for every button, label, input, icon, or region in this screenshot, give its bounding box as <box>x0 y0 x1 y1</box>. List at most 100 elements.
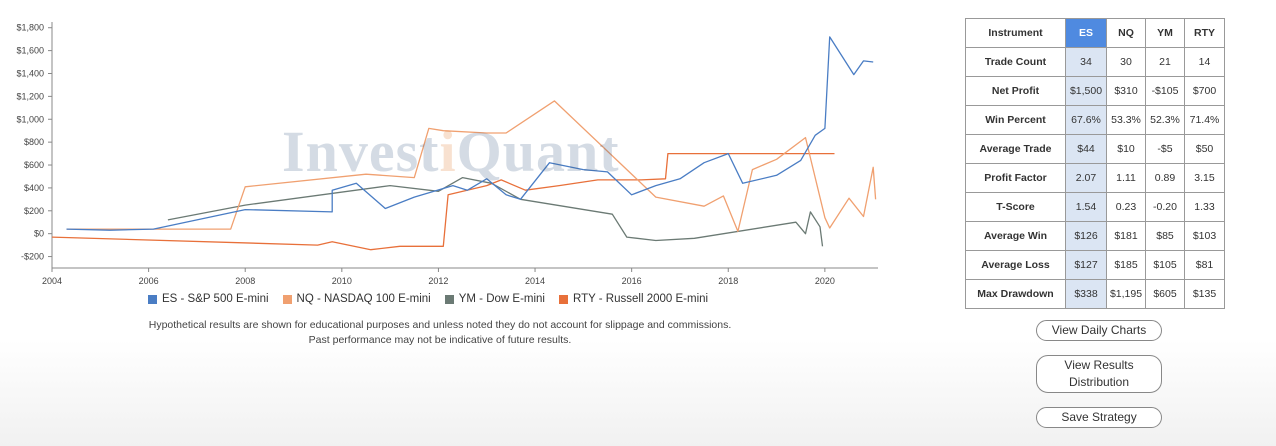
y-tick-label: $400 <box>24 183 44 193</box>
x-tick-label: 2010 <box>332 276 352 286</box>
cell-es: $127 <box>1065 250 1107 280</box>
x-tick-label: 2020 <box>815 276 835 286</box>
legend-label-nq: NQ - NASDAQ 100 E-mini <box>296 293 431 305</box>
cell-ym: -$105 <box>1145 76 1185 106</box>
cell-ym: 0.89 <box>1145 163 1185 193</box>
row-label: Average Win <box>965 221 1066 251</box>
cell-ym: $85 <box>1145 221 1185 251</box>
y-tick-label: $1,000 <box>16 114 44 124</box>
table-row: Win Percent 67.6% 53.3% 52.3% 71.4% <box>965 105 1225 135</box>
cell-rty: $135 <box>1184 279 1225 309</box>
cell-ym: -0.20 <box>1145 192 1185 222</box>
chart-svg: -$200 $0 $200 $400 $600 $800 $1,000 $1,200 $1,40… <box>16 22 878 286</box>
chart-legend: ES - S&P 500 E-mini NQ - NASDAQ 100 E-mi… <box>148 293 708 305</box>
cell-es: $1,500 <box>1065 76 1107 106</box>
row-label: Trade Count <box>965 47 1066 77</box>
legend-swatch-nq <box>282 294 292 304</box>
legend-item-nq[interactable]: NQ - NASDAQ 100 E-mini <box>282 293 431 305</box>
cell-es: $126 <box>1065 221 1107 251</box>
cell-rty: 1.33 <box>1184 192 1225 222</box>
cell-nq: 0.23 <box>1106 192 1146 222</box>
x-tick-label: 2014 <box>525 276 545 286</box>
cell-rty: $81 <box>1184 250 1225 280</box>
table-row: T-Score 1.54 0.23 -0.20 1.33 <box>965 192 1225 222</box>
series-line-rty <box>51 152 835 251</box>
series-line-ym <box>167 176 824 247</box>
save-strategy-button[interactable]: Save Strategy <box>1036 407 1162 428</box>
table-row: Profit Factor 2.07 1.11 0.89 3.15 <box>965 163 1225 193</box>
legend-item-es[interactable]: ES - S&P 500 E-mini <box>148 293 269 305</box>
cell-nq: 53.3% <box>1106 105 1146 135</box>
cell-ym: 21 <box>1145 47 1185 77</box>
dist-button-line-2: Distribution <box>1068 375 1130 389</box>
y-tick-label: $1,600 <box>16 46 44 56</box>
row-label: Win Percent <box>965 105 1066 135</box>
disclaimer-line-2: Past performance may not be indicative o… <box>308 334 572 346</box>
table-row: Average Loss $127 $185 $105 $81 <box>965 250 1225 280</box>
row-label: Profit Factor <box>965 163 1066 193</box>
y-tick-label: $0 <box>34 229 44 239</box>
row-label: Max Drawdown <box>965 279 1066 309</box>
x-tick-label: 2006 <box>139 276 159 286</box>
row-label: Net Profit <box>965 76 1066 106</box>
cell-nq: $1,195 <box>1106 279 1146 309</box>
table-row: Net Profit $1,500 $310 -$105 $700 <box>965 76 1225 106</box>
view-results-distribution-button[interactable]: View Results Distribution <box>1036 355 1162 393</box>
y-tick-label: $1,400 <box>16 68 44 78</box>
table-row: Average Win $126 $181 $85 $103 <box>965 221 1225 251</box>
cell-nq: $181 <box>1106 221 1146 251</box>
table-row: Average Trade $44 $10 -$5 $50 <box>965 134 1225 164</box>
cell-rty: 71.4% <box>1184 105 1225 135</box>
cell-nq: $310 <box>1106 76 1146 106</box>
header-ym[interactable]: YM <box>1145 18 1185 48</box>
stats-header-row: Instrument ES NQ YM RTY <box>965 18 1225 48</box>
cell-es: 67.6% <box>1065 105 1107 135</box>
cell-nq: 30 <box>1106 47 1146 77</box>
x-tick-label: 2016 <box>622 276 642 286</box>
cell-es: 2.07 <box>1065 163 1107 193</box>
cell-nq: 1.11 <box>1106 163 1146 193</box>
investiquant-watermark: InvestiQuant <box>282 119 620 184</box>
legend-swatch-es <box>148 294 157 304</box>
view-daily-charts-button[interactable]: View Daily Charts <box>1036 320 1162 341</box>
x-tick-label: 2018 <box>718 276 738 286</box>
legend-label-rty: RTY - Russell 2000 E-mini <box>573 293 709 305</box>
cell-es: $338 <box>1065 279 1107 309</box>
y-tick-label: -$200 <box>21 252 44 262</box>
header-es[interactable]: ES <box>1065 18 1107 48</box>
x-tick-label: 2004 <box>42 276 62 286</box>
header-nq[interactable]: NQ <box>1106 18 1146 48</box>
legend-label-es: ES - S&P 500 E-mini <box>162 293 269 305</box>
cell-rty: $50 <box>1184 134 1225 164</box>
table-row: Max Drawdown $338 $1,195 $605 $135 <box>965 279 1225 309</box>
series-line-nq <box>66 100 877 233</box>
x-tick-label: 2008 <box>235 276 255 286</box>
row-label: Average Trade <box>965 134 1066 164</box>
disclaimer-line-1: Hypothetical results are shown for educa… <box>148 319 732 331</box>
cell-es: $44 <box>1065 134 1107 164</box>
header-rty[interactable]: RTY <box>1184 18 1225 48</box>
legend-label-ym: YM - Dow E-mini <box>458 293 545 305</box>
x-tick-label: 2012 <box>428 276 448 286</box>
row-label: Average Loss <box>965 250 1066 280</box>
y-tick-label: $600 <box>24 160 44 170</box>
header-instrument: Instrument <box>965 18 1066 48</box>
cell-ym: $105 <box>1145 250 1185 280</box>
dist-button-line-1: View Results <box>1064 358 1134 372</box>
y-tick-label: $1,200 <box>16 91 44 101</box>
cell-ym: $605 <box>1145 279 1185 309</box>
series-line-es <box>66 36 874 231</box>
legend-item-ym[interactable]: YM - Dow E-mini <box>444 293 545 305</box>
stats-table: Instrument ES NQ YM RTY Trade Count 34 3… <box>965 18 1225 309</box>
y-tick-label: $800 <box>24 137 44 147</box>
y-tick-label: $200 <box>24 206 44 216</box>
cell-es: 34 <box>1065 47 1107 77</box>
disclaimer: Hypothetical results are shown for educa… <box>60 318 820 348</box>
legend-swatch-ym <box>444 294 454 304</box>
cell-rty: $103 <box>1184 221 1225 251</box>
cell-nq: $185 <box>1106 250 1146 280</box>
table-row: Trade Count 34 30 21 14 <box>965 47 1225 77</box>
legend-swatch-rty <box>559 294 568 304</box>
legend-item-rty[interactable]: RTY - Russell 2000 E-mini <box>559 293 708 305</box>
y-tick-label: $1,800 <box>16 23 44 33</box>
